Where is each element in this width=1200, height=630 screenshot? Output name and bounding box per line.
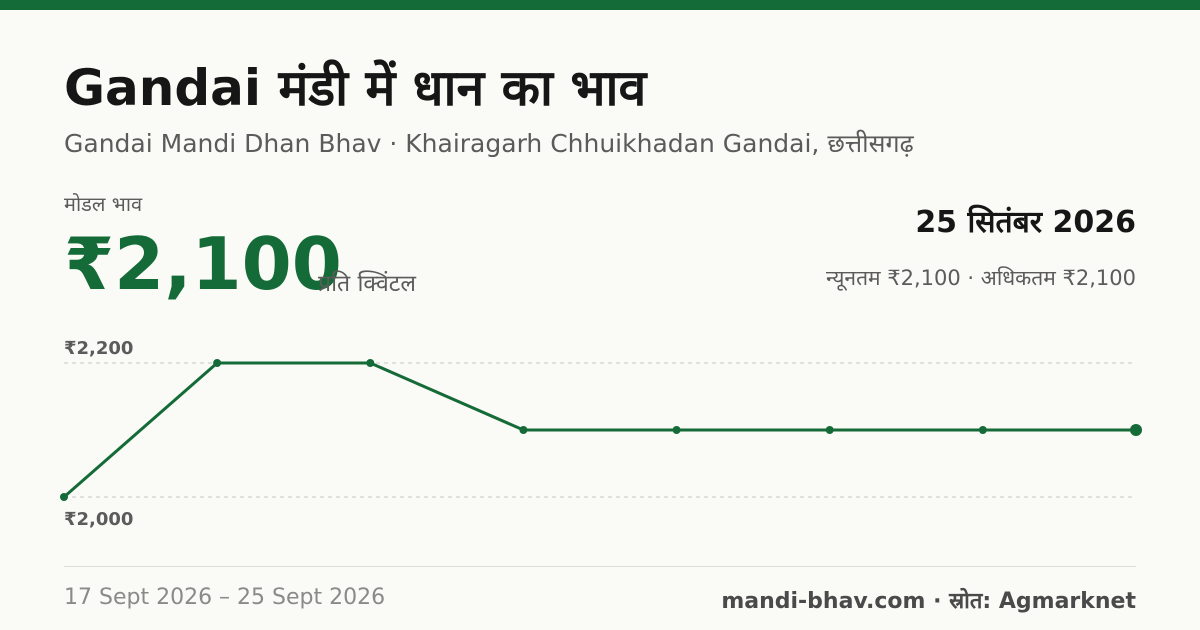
modal-price-label: मोडल भाव bbox=[64, 192, 143, 216]
min-max-range: न्यूनतम ₹2,100 · अधिकतम ₹2,100 bbox=[826, 266, 1136, 290]
data-point bbox=[519, 426, 528, 434]
data-point bbox=[213, 359, 222, 367]
data-point bbox=[60, 493, 68, 501]
data-point bbox=[978, 426, 987, 434]
series-line bbox=[63, 361, 1136, 499]
data-point bbox=[825, 426, 834, 434]
page-subtitle: Gandai Mandi Dhan Bhav · Khairagarh Chhu… bbox=[64, 129, 914, 158]
data-point bbox=[1130, 424, 1142, 436]
page-title: Gandai मंडी में धान का भाव bbox=[64, 59, 647, 117]
data-point bbox=[366, 359, 375, 367]
footer-date-range: 17 Sept 2026 – 25 Sept 2026 bbox=[64, 585, 386, 610]
price-unit: प्रति क्विंटल bbox=[318, 271, 416, 297]
y-tick-label: ₹2,000 bbox=[64, 509, 133, 530]
top-accent-bar bbox=[0, 0, 1200, 10]
y-tick-label: ₹2,200 bbox=[64, 338, 133, 359]
modal-price-value: ₹2,100 bbox=[64, 222, 342, 306]
footer-divider bbox=[64, 566, 1136, 567]
price-date: 25 सितंबर 2026 bbox=[915, 205, 1136, 240]
footer-source: mandi-bhav.com · स्रोत: Agmarknet bbox=[721, 589, 1136, 614]
data-point bbox=[672, 426, 681, 434]
